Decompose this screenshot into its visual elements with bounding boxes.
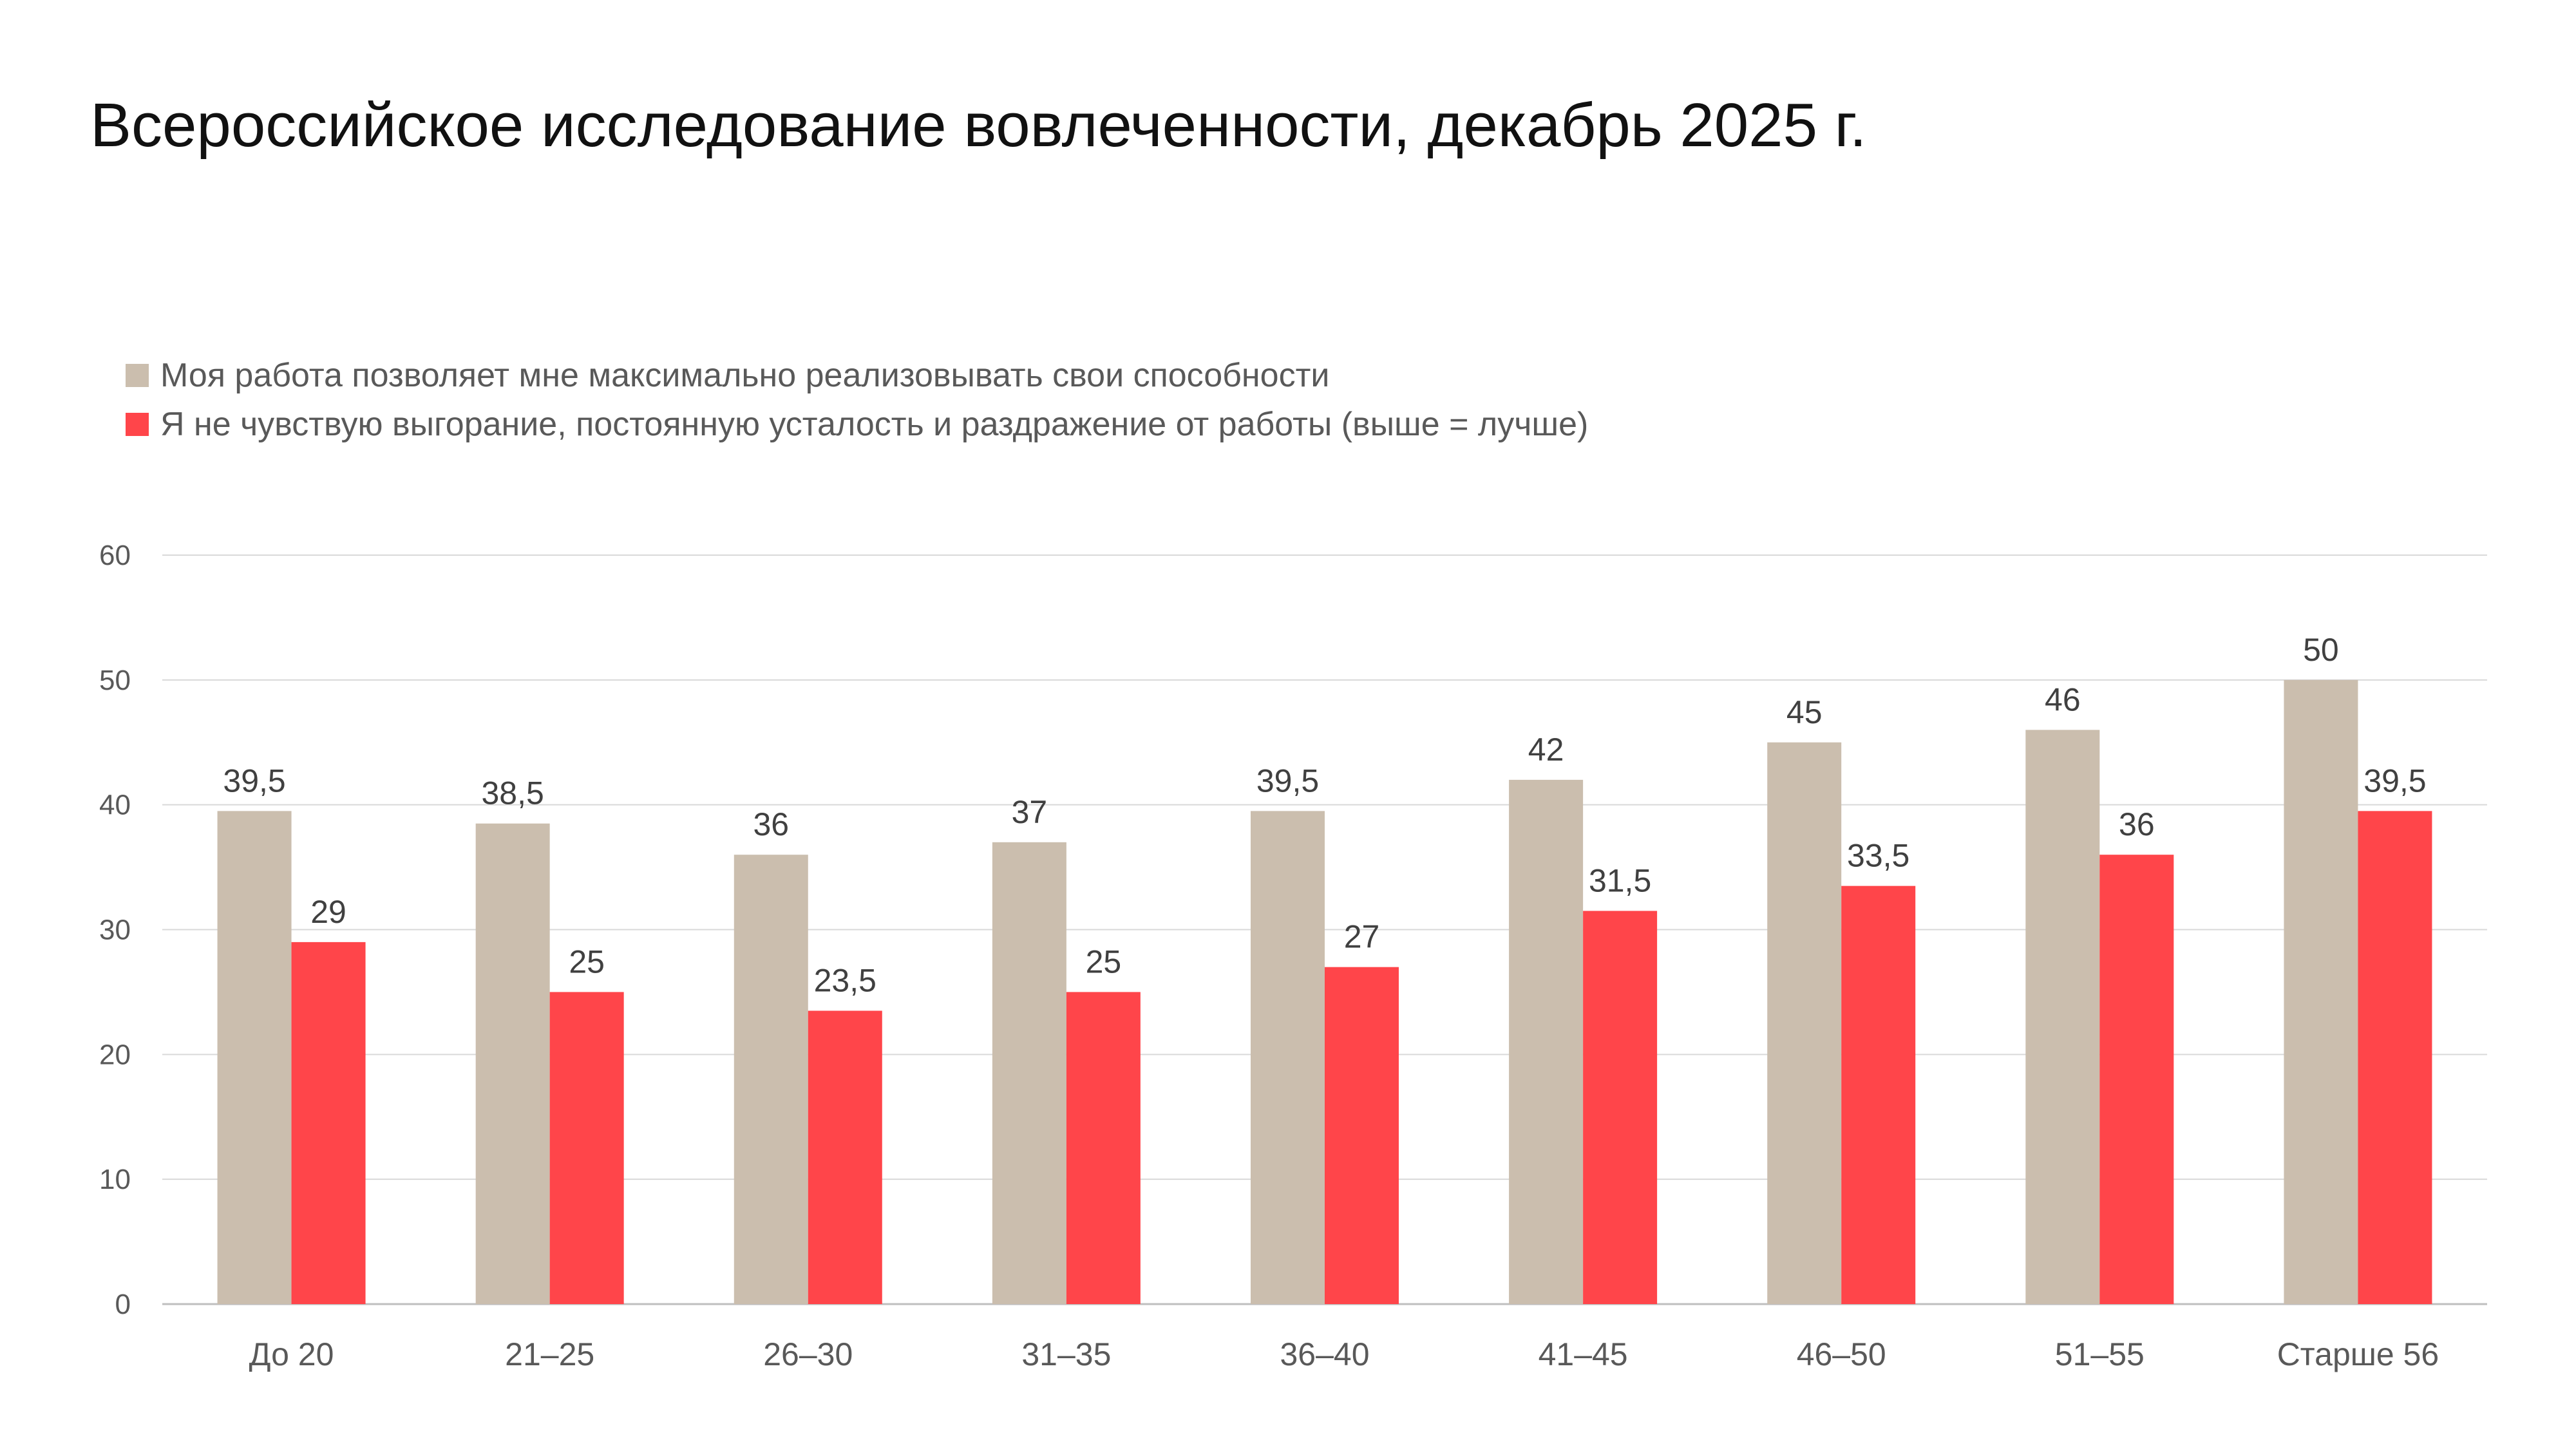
bar-series-1 [992,842,1066,1304]
data-label: 36 [2119,806,2155,842]
bar-series-1 [475,823,550,1304]
bar-series-2 [2099,855,2174,1304]
bar-series-1 [2025,730,2100,1304]
y-tick-label: 0 [115,1289,131,1320]
legend-swatch-series-1 [126,364,149,387]
bar-series-2 [1583,911,1658,1304]
bar-series-1 [217,811,292,1304]
data-label: 37 [1012,794,1048,830]
data-label: 39,5 [2363,762,2426,799]
x-tick-label: До 20 [249,1336,334,1372]
data-label: 36 [753,806,789,842]
data-label: 39,5 [223,762,285,799]
data-label: 27 [1344,919,1380,955]
bar-series-2 [549,992,624,1304]
data-label: 45 [1786,694,1823,730]
data-label: 25 [1086,943,1122,980]
y-tick-label: 60 [99,540,131,571]
bar-series-1 [2284,679,2358,1304]
bar-series-1 [1251,811,1325,1304]
data-label: 39,5 [1256,762,1319,799]
data-label: 38,5 [482,775,544,811]
bar-series-1 [734,855,808,1304]
data-label: 33,5 [1847,838,1909,874]
x-tick-label: 46–50 [1797,1336,1886,1372]
legend-item-series-2: Я не чувствую выгорание, постоянную уста… [126,400,1588,449]
data-label: 23,5 [814,962,876,998]
legend-label-series-2: Я не чувствую выгорание, постоянную уста… [160,406,1589,443]
x-tick-label: 21–25 [505,1336,594,1372]
bar-series-2 [1066,992,1141,1304]
bar-series-1 [1509,779,1584,1304]
data-label: 31,5 [1589,862,1651,898]
data-label: 42 [1528,732,1564,768]
bar-series-1 [1767,742,1842,1304]
bar-series-2 [1325,967,1399,1304]
bar-series-2 [808,1010,882,1304]
x-tick-label: 36–40 [1280,1336,1369,1372]
legend-label-series-1: Моя работа позволяет мне максимально реа… [160,357,1330,394]
y-tick-label: 20 [99,1039,131,1070]
data-label: 50 [2303,632,2339,668]
y-tick-label: 10 [99,1164,131,1195]
data-label: 46 [2045,681,2081,717]
bar-series-2 [291,942,366,1304]
x-tick-label: 26–30 [763,1336,853,1372]
y-tick-label: 50 [99,665,131,696]
y-tick-label: 40 [99,790,131,821]
data-label: 25 [569,943,605,980]
x-tick-label: 31–35 [1021,1336,1111,1372]
legend-item-series-1: Моя работа позволяет мне максимально реа… [126,351,1588,400]
data-label: 29 [310,894,346,930]
chart-legend: Моя работа позволяет мне максимально реа… [126,351,1588,449]
bar-series-2 [2358,811,2432,1304]
chart-title: Всероссийское исследование вовлеченности… [90,91,1867,160]
x-tick-label: 51–55 [2055,1336,2145,1372]
x-tick-label: Старше 56 [2277,1336,2439,1372]
y-tick-label: 30 [99,914,131,946]
bar-series-2 [1841,886,1916,1304]
legend-swatch-series-2 [126,413,149,436]
x-tick-label: 41–45 [1539,1336,1628,1372]
